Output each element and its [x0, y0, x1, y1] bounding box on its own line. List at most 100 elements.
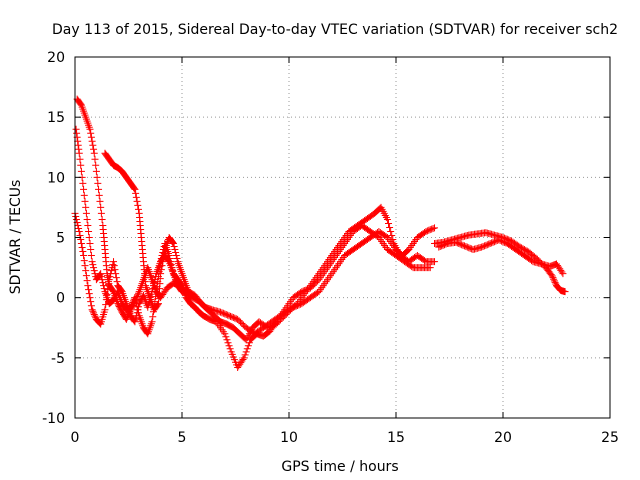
data-point	[559, 270, 567, 278]
data-point	[85, 227, 93, 235]
data-point	[225, 342, 233, 350]
data-point	[132, 193, 140, 201]
data-point	[561, 288, 569, 296]
data-point	[132, 189, 140, 197]
data-point	[442, 240, 450, 248]
data-point	[75, 145, 83, 153]
data-point	[241, 351, 249, 359]
data-point	[83, 215, 91, 223]
data-point	[88, 258, 96, 266]
data-point	[86, 294, 94, 302]
data-point	[83, 277, 91, 285]
data-point	[187, 294, 195, 302]
data-point	[173, 255, 181, 263]
data-point	[88, 137, 96, 145]
data-point	[97, 273, 105, 281]
data-point	[489, 238, 497, 246]
y-tick-label: -10	[42, 411, 65, 427]
data-point	[132, 296, 140, 304]
data-point	[389, 236, 397, 244]
data-point	[98, 215, 106, 223]
data-point	[229, 314, 237, 322]
data-point	[459, 241, 467, 249]
data-point	[429, 224, 437, 232]
data-point	[154, 301, 162, 309]
data-point	[550, 277, 558, 285]
data-point	[558, 268, 566, 276]
data-point	[97, 209, 105, 217]
data-point	[88, 306, 96, 314]
data-point	[221, 310, 229, 318]
data-point	[72, 215, 80, 223]
data-point	[74, 141, 82, 149]
data-point	[134, 201, 142, 209]
data-point	[165, 252, 173, 260]
data-point	[89, 261, 97, 269]
data-point	[382, 232, 390, 240]
data-point	[455, 240, 463, 248]
data-point	[80, 185, 88, 193]
data-point	[159, 258, 167, 266]
data-point	[428, 225, 436, 233]
data-point	[130, 184, 138, 192]
data-point	[124, 312, 132, 320]
data-point	[199, 311, 207, 319]
data-point	[117, 287, 125, 295]
data-point	[90, 145, 98, 153]
data-point	[439, 241, 447, 249]
data-point	[85, 234, 93, 241]
data-point	[92, 161, 100, 169]
data-point	[72, 212, 80, 220]
data-point	[109, 287, 117, 295]
data-point	[435, 243, 443, 251]
data-point	[222, 333, 230, 341]
data-point	[80, 252, 88, 260]
data-point	[130, 299, 138, 307]
data-point	[167, 261, 175, 269]
data-point	[86, 125, 94, 133]
data-point	[133, 292, 141, 300]
y-tick-label: 5	[56, 231, 65, 247]
data-point	[132, 315, 140, 323]
data-point	[82, 209, 90, 217]
data-point	[110, 258, 118, 266]
data-point	[87, 302, 95, 310]
data-point	[528, 257, 536, 265]
data-point	[441, 241, 449, 249]
data-point	[436, 243, 444, 251]
y-tick-label: 15	[47, 110, 65, 126]
x-tick-label: 10	[280, 430, 298, 446]
data-point	[463, 243, 471, 251]
data-point	[86, 240, 94, 248]
data-point	[134, 306, 142, 314]
data-point	[225, 312, 233, 320]
data-point	[89, 307, 97, 315]
data-point	[99, 279, 107, 287]
data-point	[227, 312, 235, 320]
data-point	[98, 276, 106, 284]
data-point	[90, 149, 98, 157]
data-point	[452, 238, 460, 246]
data-point	[486, 240, 494, 248]
data-point	[90, 264, 98, 272]
data-point	[219, 309, 227, 317]
data-point	[243, 345, 251, 353]
data-point	[82, 272, 90, 280]
data-point	[292, 301, 300, 309]
data-point	[159, 254, 167, 262]
data-point	[90, 309, 98, 317]
data-point	[426, 226, 434, 234]
data-point	[87, 133, 95, 141]
data-point	[314, 289, 322, 297]
data-point	[157, 270, 165, 278]
x-tick-label: 25	[601, 430, 619, 446]
data-point	[224, 311, 232, 319]
data-point	[82, 203, 90, 211]
data-point	[77, 100, 85, 108]
data-point	[520, 246, 528, 254]
data-point	[231, 314, 239, 322]
data-point	[97, 203, 105, 211]
data-point	[460, 242, 468, 250]
data-point	[78, 244, 86, 252]
data-point	[550, 275, 558, 283]
